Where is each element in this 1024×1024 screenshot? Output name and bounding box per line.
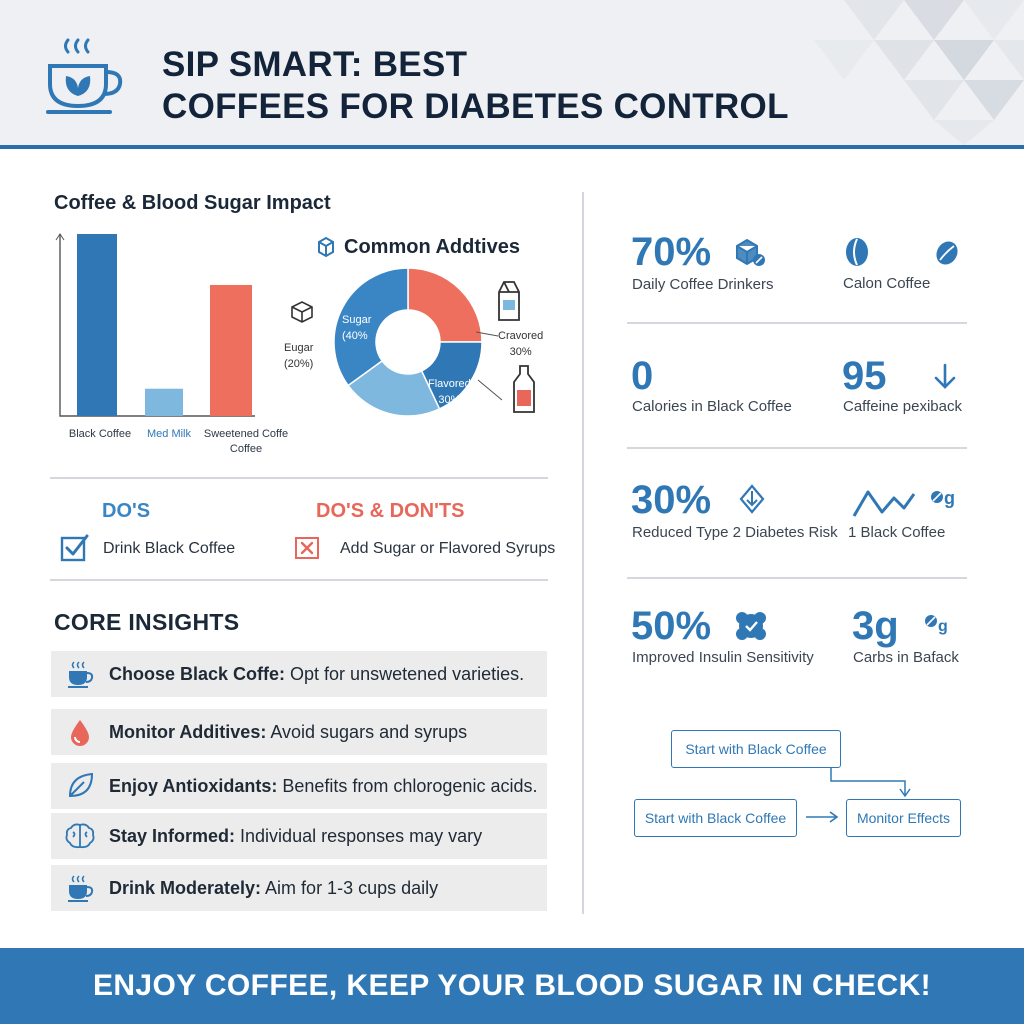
footer-text: ENJOY COFFEE, KEEP YOUR BLOOD SUGAR IN C… (92, 969, 932, 1002)
divider-line (50, 579, 548, 581)
stat-number: 30% (631, 478, 712, 522)
dos-title: DO'S (102, 500, 151, 522)
syrup-bottle-icon (513, 365, 535, 413)
pill-icon (931, 491, 943, 503)
stat-label: Calon Coffee (843, 275, 931, 292)
checkbox-x-icon (295, 537, 319, 559)
sugar-cube-icon (291, 301, 313, 323)
stat-label: Calories in Black Coffee (632, 398, 792, 415)
stat-number: 50% (631, 604, 712, 648)
flow-step-monitor: Monitor Effects (846, 799, 961, 837)
insight-row: Monitor Additives: Avoid sugars and syru… (51, 709, 547, 755)
stat-number: 95 (842, 354, 887, 398)
bar-category-label: Sweetened Coffe Coffee (203, 428, 289, 455)
pill-icon (925, 615, 937, 627)
drop-icon (71, 720, 89, 746)
impact-chart-title: Coffee & Blood Sugar Impact (54, 192, 331, 214)
stat-label: 1 Black Coffee (848, 524, 946, 541)
coffee-bean-icon (846, 238, 868, 266)
stat-label: Improved Insulin Sensitivity (632, 649, 814, 666)
divider-line (627, 577, 967, 579)
leaf-icon (68, 772, 94, 798)
milk-carton-icon (498, 281, 520, 321)
donut-label-flavored: Flavored 30% (428, 378, 471, 406)
bar-1 (145, 388, 183, 416)
stat-number: 3g (852, 604, 899, 648)
donts-title: DO'S & DON'TS (316, 500, 465, 522)
stat-unit: g (944, 488, 955, 508)
divider-line (627, 447, 967, 449)
stat-unit: g (938, 618, 948, 635)
flow-step-start: Start with Black Coffee (634, 799, 797, 837)
flow-step-top: Start with Black Coffee (671, 730, 841, 768)
insight-row: Stay Informed: Individual responses may … (51, 813, 547, 859)
donut-label-sugar: Sugar (40% (342, 314, 372, 342)
stat-label: Carbs in Bafack (853, 649, 959, 666)
divider-line (627, 322, 967, 324)
insight-row: Choose Black Coffe: Opt for unswetened v… (51, 651, 547, 697)
leader-line-right (475, 331, 499, 337)
insight-row: Drink Moderately: Aim for 1-3 cups daily (51, 865, 547, 911)
stat-number: 0 (631, 354, 654, 398)
bar-category-label: Med Milk (146, 428, 191, 440)
down-arrow-diamond-icon (739, 484, 765, 514)
header-rule (0, 145, 1024, 149)
stat-label: Caffeine pexiback (843, 398, 962, 415)
divider-line (50, 477, 548, 479)
line-trend-icon (852, 490, 916, 517)
donut-slice-0 (407, 267, 483, 343)
leader-line-bottom (477, 379, 503, 401)
stat-number: 70% (631, 230, 712, 274)
chart-axis (59, 234, 255, 417)
arrow-down-icon (934, 363, 956, 389)
bar-0 (77, 234, 117, 416)
stat-label: Daily Coffee Drinkers (632, 276, 774, 293)
footer-banner: ENJOY COFFEE, KEEP YOUR BLOOD SUGAR IN C… (0, 948, 1024, 1024)
donut-slice-2 (347, 359, 441, 417)
coffee-cup-leaf-icon (46, 38, 123, 114)
title-line-1: SIP SMART: BEST (162, 45, 468, 84)
do-item: Drink Black Coffee (103, 540, 236, 557)
brain-icon (65, 823, 95, 849)
axis-arrow (55, 233, 65, 241)
bar-category-label: Black Coffee (68, 428, 132, 440)
page-title: SIP SMART: BEST COFFEES FOR DIABETES CON… (162, 44, 789, 128)
sugar-cube-icon (736, 238, 765, 266)
insight-row: Enjoy Antioxidants: Benefits from chloro… (51, 763, 547, 809)
donut-slice-3 (333, 267, 409, 387)
donut-outer-label-left: Eugar (20%) (284, 342, 314, 370)
additives-title: Common Addtives (344, 236, 520, 258)
coffee-bean-icon (936, 241, 958, 265)
header: SIP SMART: BEST COFFEES FOR DIABETES CON… (0, 0, 1024, 146)
gear-flower-icon (736, 612, 766, 640)
donut-outer-label-right: Cravored 30% (498, 330, 544, 358)
stat-label: Reduced Type 2 Diabetes Risk (632, 524, 838, 541)
column-divider (582, 192, 584, 914)
checkbox-check-icon (60, 534, 89, 562)
impact-bar-chart (55, 233, 255, 417)
core-insights-title: CORE INSIGHTS (54, 609, 240, 635)
box-icon (318, 236, 334, 258)
coffee-cup-icon (68, 875, 94, 902)
triangle-pattern-decoration (814, 0, 1024, 145)
title-line-2: COFFEES FOR DIABETES CONTROL (162, 87, 789, 126)
bar-2 (210, 284, 252, 416)
additives-donut-chart (333, 267, 503, 417)
coffee-cup-icon (68, 661, 94, 688)
dont-item: Add Sugar or Flavored Syrups (340, 540, 556, 557)
